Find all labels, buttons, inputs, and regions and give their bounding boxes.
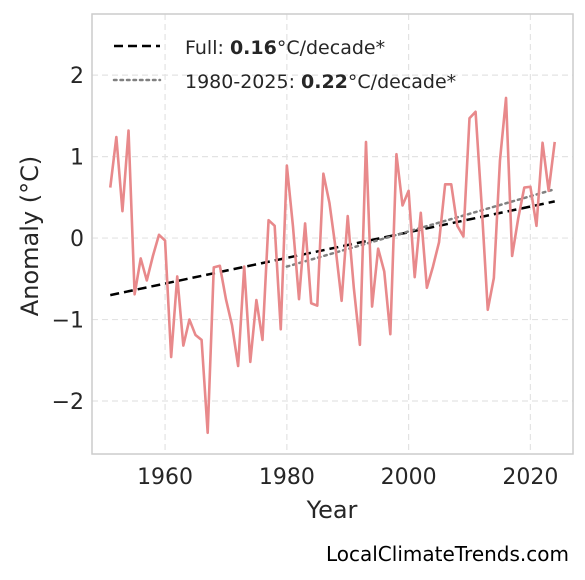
legend-label-recent: 1980-2025: 0.22°C/decade* (185, 71, 456, 93)
legend-full-value: 0.16 (230, 37, 277, 59)
legend-label-full: Full: 0.16°C/decade* (185, 37, 385, 59)
anomaly-series (108, 96, 557, 435)
y-tick-labels: 2 1 0 −1 −2 (52, 64, 84, 415)
y-tick-label: −2 (52, 390, 84, 415)
x-tick-label: 1980 (259, 465, 315, 490)
y-tick-label: −1 (52, 309, 84, 334)
y-tick-label: 0 (70, 227, 84, 252)
y-tick-label: 1 (70, 146, 84, 171)
watermark: LocalClimateTrends.com (326, 542, 569, 566)
x-tick-labels: 1960 1980 2000 2020 (137, 465, 558, 490)
legend-full-suffix: °C/decade* (277, 37, 385, 59)
x-tick-label: 2020 (502, 465, 558, 490)
plot-frame (91, 13, 574, 455)
y-axis-label: Anomaly (°C) (16, 156, 44, 316)
x-tick-label: 1960 (137, 465, 193, 490)
y-tick-label: 2 (70, 64, 84, 89)
x-tick-label: 2000 (381, 465, 437, 490)
x-axis-label: Year (306, 496, 358, 524)
legend-recent-suffix: °C/decade* (348, 71, 456, 93)
legend-recent-prefix: 1980-2025: (185, 71, 301, 93)
trend-line-full (110, 200, 555, 297)
anomaly-line (108, 96, 557, 435)
legend-full-prefix: Full: (185, 37, 230, 59)
legend-recent-value: 0.22 (301, 71, 348, 93)
grid (92, 14, 573, 454)
legend: Full: 0.16°C/decade* 1980-2025: 0.22°C/d… (112, 37, 456, 93)
